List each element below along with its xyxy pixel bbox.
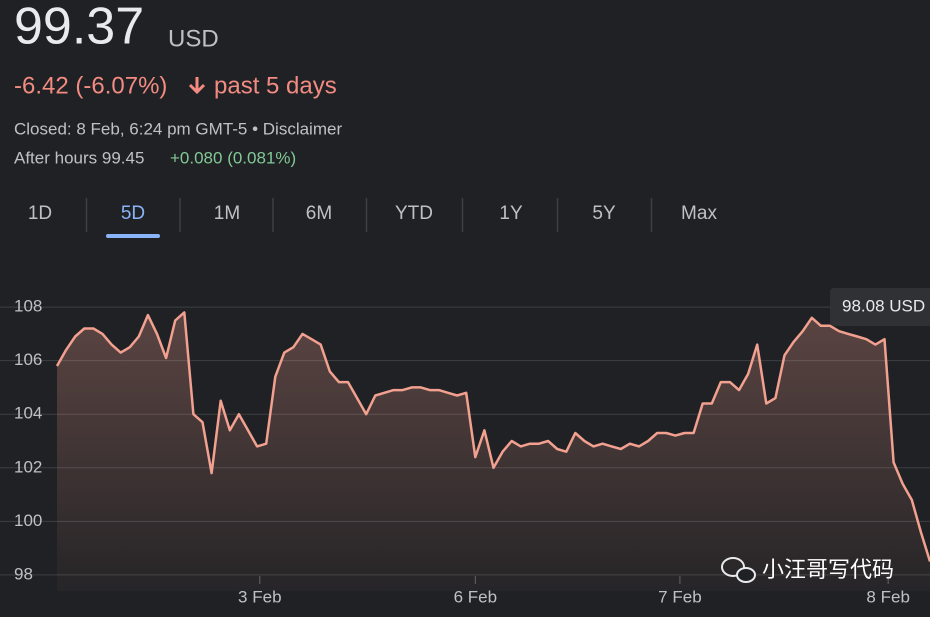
chart: 98 100 102 104 106 108 3 Feb 6 Feb 7 Feb 8 Feb 98.…	[0, 288, 930, 606]
range-tab[interactable]: 1Y	[499, 203, 523, 224]
x-tick-label: 8 Feb	[866, 587, 909, 606]
watermark-icon	[736, 567, 756, 583]
price: 99.37	[14, 0, 144, 56]
period: past 5 days	[214, 72, 337, 99]
after-hours: After hours 99.45	[14, 148, 144, 167]
range-tab[interactable]: 1M	[214, 203, 240, 224]
y-tick-label: 100	[14, 511, 42, 530]
change: -6.42 (-6.07%)	[14, 72, 167, 99]
range-tabs: 1D 5D 1M 6M YTD 1Y 5Y Max	[28, 198, 717, 238]
x-tick-label: 6 Feb	[454, 587, 497, 606]
range-tab[interactable]: Max	[681, 203, 717, 224]
x-tick-label: 3 Feb	[238, 587, 281, 606]
range-tab[interactable]: 5Y	[592, 203, 616, 224]
y-tick-label: 102	[14, 457, 42, 476]
closed-info: Closed: 8 Feb, 6:24 pm GMT-5 • Disclaime…	[14, 119, 342, 138]
watermark: 小汪哥写代码	[721, 557, 894, 583]
range-tab[interactable]: 6M	[306, 203, 332, 224]
range-tab[interactable]: 1D	[28, 203, 52, 224]
price-line	[55, 311, 930, 562]
range-tab[interactable]: 5D	[121, 203, 145, 224]
watermark-icon	[721, 557, 745, 577]
range-tab[interactable]: YTD	[395, 203, 433, 224]
tab-indicator	[106, 234, 160, 238]
tooltip-box	[830, 288, 930, 326]
tooltip: 98.08 USD	[842, 296, 925, 315]
y-tick-label: 104	[14, 404, 42, 423]
y-tick-label: 106	[14, 350, 42, 369]
y-tick-label: 98	[14, 564, 33, 583]
x-tick-label: 7 Feb	[658, 587, 701, 606]
currency: USD	[168, 25, 219, 52]
down-arrow	[188, 77, 206, 95]
after-hours-change: +0.080 (0.081%)	[170, 148, 296, 167]
y-tick-label: 108	[14, 297, 42, 316]
watermark-text: 小汪哥写代码	[762, 557, 894, 582]
